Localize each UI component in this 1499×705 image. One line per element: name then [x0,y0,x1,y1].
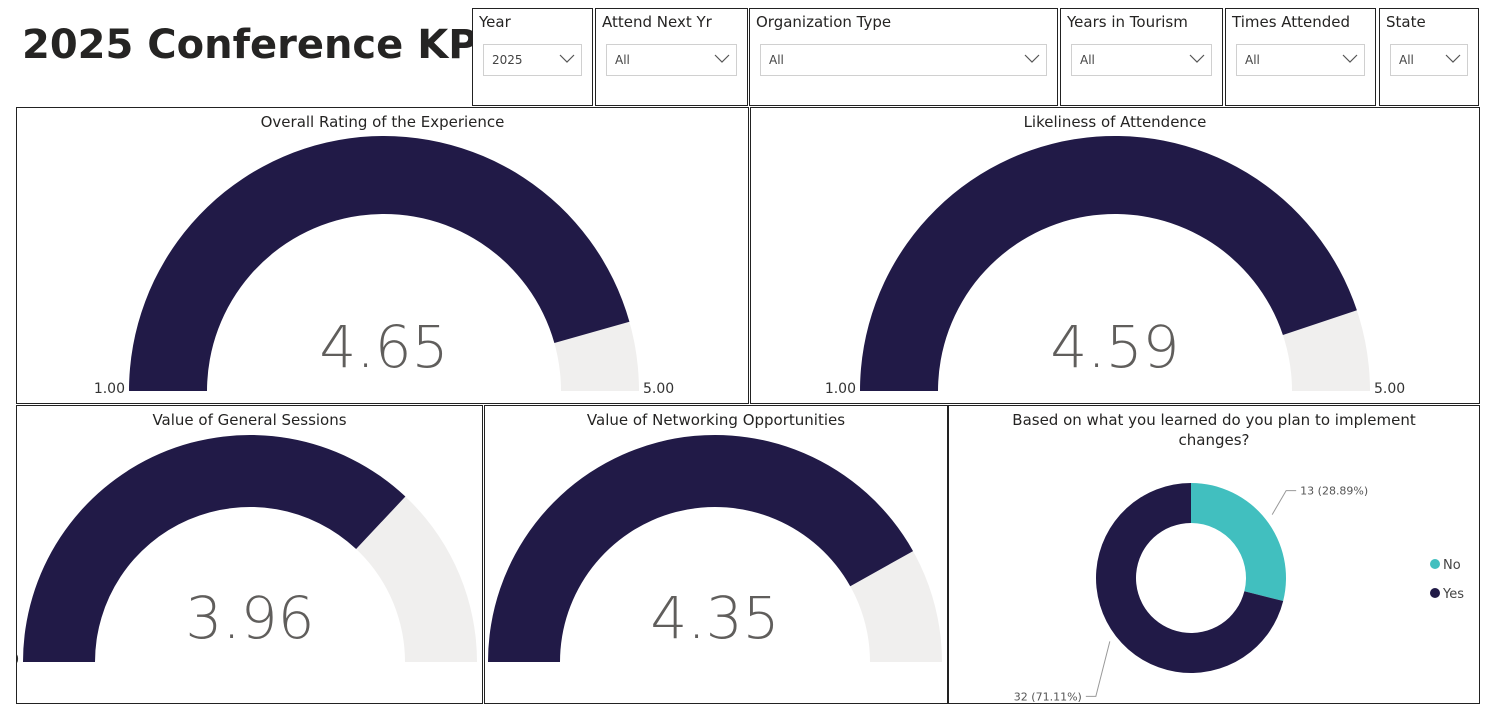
gauge-fill [129,135,630,391]
dropdown[interactable]: All [1071,44,1212,76]
chart-panel: 4.65 1.00 5.00 Overall Rating of the Experi… [16,107,749,404]
slicer: Attend Next Yr All [595,8,748,106]
data-label: 32 (71.11%) [1014,690,1082,702]
gauge-fill [488,435,914,662]
chevron [1342,54,1358,63]
legend-marker [1430,559,1440,569]
chevron-path [714,54,730,63]
chart-panel: 4.59 1.00 5.00 Likeliness of Attendence [750,107,1480,404]
slicer: State All [1379,8,1479,106]
gauge-range-label: 1.00 [17,652,19,668]
slicer-label: Years in Tourism [1067,13,1188,31]
leader-line [1085,641,1111,697]
slicer-label: Attend Next Yr [602,13,712,31]
dropdown[interactable]: All [760,44,1047,76]
chevron [559,54,575,63]
chart: 4.351.005.00 [488,435,942,662]
legend-label: No [1443,558,1461,573]
chevron-path [559,54,575,63]
slicer-label: Times Attended [1232,13,1351,31]
gauge-range-label: 1.00 [94,381,125,397]
chart-title: Value of Networking Opportunities [586,411,846,429]
donut-slice [1191,483,1286,601]
dropdown[interactable]: All [1390,44,1468,76]
chevron-path [1024,54,1040,63]
chart-panel: 13 (28.89%) No 32 (71.11%) Yes Based on what… [948,405,1480,704]
slicer: Years in Tourism All [1060,8,1223,106]
gauge-fill [860,135,1357,391]
legend-label: Yes [1442,587,1464,602]
dropdown-value: All [1399,53,1414,67]
chart: 3.961.005.00 [17,435,477,668]
dropdown[interactable]: All [1236,44,1365,76]
legend-marker [1430,588,1440,598]
chart-panel: 3.961.005.00Value of General Sessions [16,405,483,704]
gauge-value: 4.65 [319,313,448,381]
chart-title: Likeliness of Attendence [1023,113,1207,131]
chart: 4.59 1.00 5.00 [825,135,1405,397]
chevron-path [1189,54,1205,63]
gauge-value: 4.59 [1050,313,1179,381]
gauge-value: 4.35 [650,584,779,652]
chart: 4.65 1.00 5.00 [94,135,674,397]
slicer-label: Year [479,13,511,31]
gauge-value: 3.96 [185,584,314,652]
slicer: Times Attended All [1225,8,1376,106]
slicer: Organization Type All [749,8,1058,106]
slicer-label: State [1386,13,1426,31]
leader-line [1271,490,1297,515]
gauge-fill [23,435,406,662]
chevron [1445,54,1461,63]
chevron [1024,54,1040,63]
dropdown-value: All [615,53,630,67]
chart-title: Overall Rating of the Experience [260,113,505,131]
chart-title: Value of General Sessions [152,411,347,429]
chart: 13 (28.89%) No 32 (71.11%) Yes [1014,483,1464,702]
dropdown-value: All [1245,53,1260,67]
chart-panel: 4.351.005.00 Value of Networking Opportun… [484,405,948,704]
gauge-range-label: 5.00 [643,381,674,397]
slicer-label: Organization Type [756,13,892,31]
chevron [1189,54,1205,63]
dropdown-value: All [769,53,784,67]
dropdown-value: 2025 [492,53,523,67]
page-title: 2025 Conference KPIs [22,22,517,68]
donut-slice [1096,483,1284,673]
dropdown[interactable]: 2025 [483,44,582,76]
chevron [714,54,730,63]
gauge-range-label: 5.00 [1374,381,1405,397]
gauge-range-label: 1.00 [825,381,856,397]
chevron-path [1342,54,1358,63]
slicer: Year 2025 [472,8,593,106]
chevron-path [1445,54,1461,63]
dropdown-value: All [1080,53,1095,67]
data-label: 13 (28.89%) [1300,485,1368,498]
chart-title: Based on what you learned do you plan to… [1012,411,1416,449]
dropdown[interactable]: All [606,44,737,76]
